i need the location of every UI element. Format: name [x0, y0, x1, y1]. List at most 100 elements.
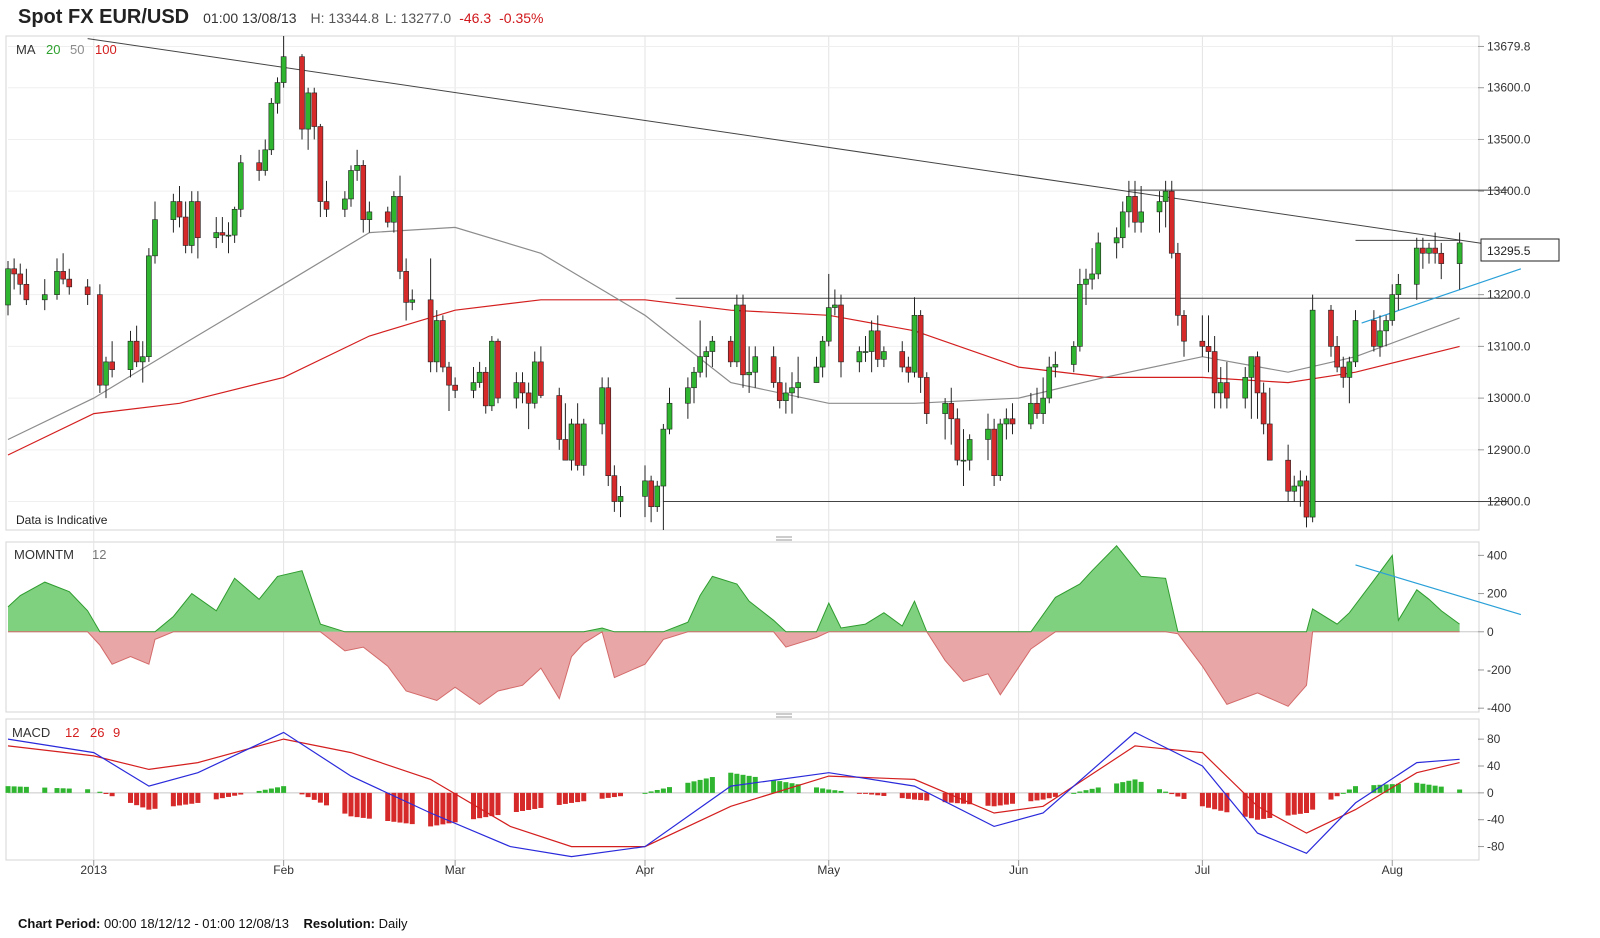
macd-histogram-bar: [1095, 787, 1101, 793]
candle-up: [139, 356, 146, 363]
candle-up: [691, 371, 697, 389]
macd-histogram-bar: [281, 786, 287, 793]
candle-up: [960, 459, 967, 462]
macd-histogram-bar: [1028, 792, 1034, 802]
macd-histogram-bar: [654, 789, 660, 793]
candle-up: [1309, 309, 1316, 518]
macd-histogram-bar: [667, 787, 672, 793]
candle-up: [911, 315, 918, 373]
candle-down: [1371, 320, 1377, 347]
macd-histogram-bar: [483, 792, 489, 818]
macd-histogram-bar: [875, 792, 881, 796]
candle-up: [188, 201, 195, 246]
candle-down: [17, 273, 24, 285]
macd-histogram-bar: [912, 792, 917, 800]
resize-handle-momentum[interactable]: [776, 536, 792, 541]
candle-up: [862, 351, 869, 353]
candle-up: [1046, 366, 1053, 399]
momentum-tick-label: 200: [1487, 587, 1507, 601]
macd-histogram-bar: [177, 792, 182, 806]
candle-down: [611, 475, 618, 502]
macd-panel: [5, 731, 1478, 858]
ma50-label: 50: [70, 42, 84, 57]
macd-histogram-bar: [1242, 792, 1248, 817]
candle-up: [513, 382, 520, 399]
chart-footer: Chart Period: 00:00 18/12/12 - 01:00 12/…: [18, 916, 408, 931]
macd-histogram-bar: [1040, 792, 1046, 800]
candle-down: [195, 201, 201, 239]
candle-up: [783, 392, 789, 401]
macd-line: [7, 731, 1460, 858]
macd-histogram-bar: [385, 792, 391, 822]
candle-down: [538, 361, 544, 396]
macd-histogram-bar: [1052, 792, 1058, 797]
macd-histogram-bar: [605, 792, 611, 798]
macd-histogram-bar: [189, 792, 195, 804]
candle-up: [1156, 201, 1163, 213]
candle-down: [1340, 366, 1347, 378]
candle-up: [470, 382, 477, 391]
macd-histogram-bar: [489, 792, 495, 817]
candle-up: [746, 371, 752, 376]
macd-histogram-bar: [195, 792, 201, 803]
macd-histogram-bar: [232, 792, 238, 796]
macd-histogram-bar: [814, 787, 819, 793]
macd-histogram-bar: [856, 792, 862, 794]
macd-histogram-bar: [1414, 782, 1420, 793]
macd-histogram-bar: [905, 792, 911, 799]
macd-histogram-bar: [109, 792, 115, 797]
macd-histogram-bar: [1138, 781, 1144, 793]
macd-histogram-bar: [1003, 792, 1009, 805]
macd-histogram-bar: [409, 792, 415, 825]
macd-histogram-bar: [219, 792, 225, 799]
price-tick-label: 13600.0: [1487, 81, 1531, 95]
macd-histogram-bar: [11, 786, 17, 793]
candle-up: [832, 304, 838, 308]
momentum-frame: [5, 541, 1480, 713]
candle-down: [991, 428, 997, 476]
candle-up: [734, 304, 740, 363]
resize-handle-macd[interactable]: [776, 713, 792, 718]
macd-histogram-bar: [1071, 792, 1077, 794]
macd-fast: 12: [65, 725, 79, 740]
macd-histogram-bar: [1010, 792, 1015, 804]
candle-down: [1420, 247, 1426, 254]
macd-histogram-bar: [942, 792, 948, 803]
macd-histogram-bar: [17, 786, 23, 793]
candle-up: [997, 423, 1004, 476]
candle-down: [776, 382, 783, 401]
candle-down: [256, 162, 262, 171]
candle-down: [899, 351, 906, 368]
macd-histogram-bar: [728, 772, 734, 793]
candle-down: [519, 382, 526, 394]
x-tick-label: Apr: [636, 863, 655, 877]
candle-up: [709, 340, 716, 352]
macd-histogram-bar: [1046, 792, 1052, 799]
macd-histogram-bar: [1089, 788, 1095, 793]
macd-histogram-bar: [66, 788, 72, 793]
candle-up: [231, 208, 238, 236]
candle-down: [299, 56, 305, 130]
candle-up: [531, 361, 538, 404]
momentum-tick-label: 0: [1487, 625, 1494, 639]
momentum-negative-outline: [8, 631, 1460, 707]
candle-up: [580, 423, 587, 466]
candle-down: [397, 196, 403, 272]
candle-up: [1383, 320, 1389, 332]
macd-histogram-bar: [317, 792, 323, 803]
candle-up: [348, 170, 354, 200]
candle-down: [109, 361, 115, 370]
candle-up: [1089, 273, 1095, 280]
momentum-positive-area: [8, 545, 1460, 632]
macd-histogram-bar: [685, 782, 691, 793]
last-price-label: 13295.5: [1487, 244, 1531, 258]
macd-histogram-bar: [526, 792, 532, 810]
macd-histogram-bar: [899, 792, 905, 799]
candle-up: [642, 480, 648, 497]
candle-up: [881, 351, 887, 360]
macd-histogram-bar: [1199, 792, 1205, 807]
header-high: H: 13344.8: [310, 10, 380, 26]
macd-histogram-bar: [1218, 792, 1224, 811]
candle-up: [354, 165, 360, 171]
candle-up: [280, 56, 287, 83]
